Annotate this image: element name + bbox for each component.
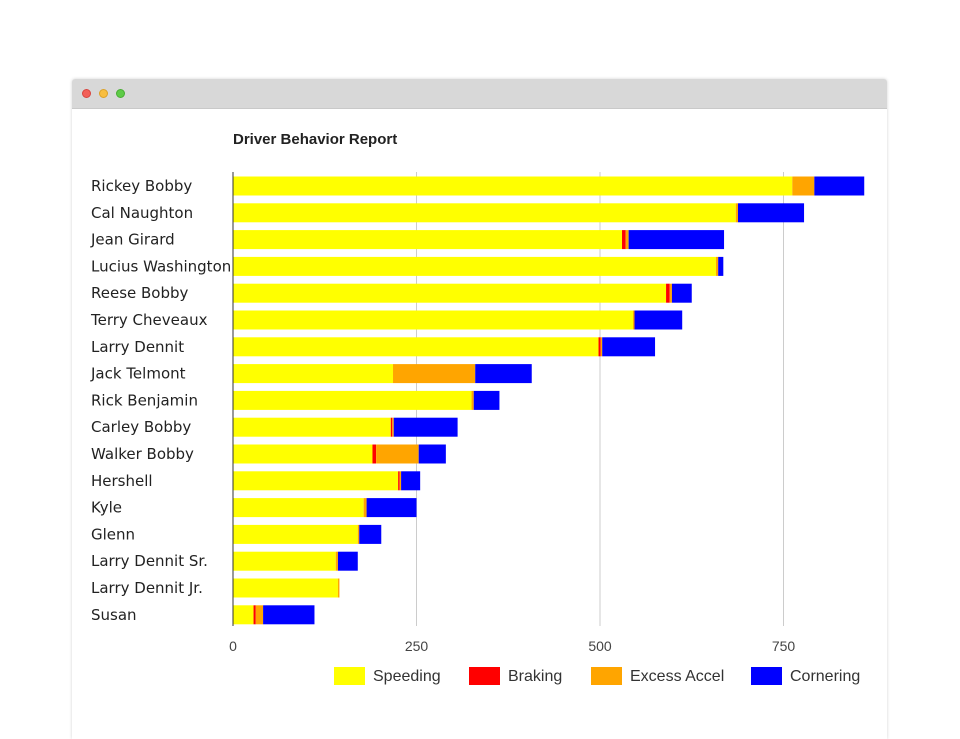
bar-segment [233, 578, 338, 598]
bar-segment [233, 524, 358, 544]
x-tick-label: 500 [588, 638, 612, 654]
x-axis-ticks: 0 250 500 750 [229, 638, 795, 654]
bar-segment [473, 390, 500, 410]
legend-swatch [751, 667, 782, 685]
bar-segment [393, 417, 458, 437]
bar-segment [625, 230, 629, 250]
bar-segment [233, 256, 716, 276]
row-label: Larry Dennit Sr. [91, 552, 208, 570]
legend: Speeding Braking Excess Accel Cornering [334, 667, 860, 685]
bar-segment [792, 176, 815, 196]
row-label: Rickey Bobby [91, 177, 192, 195]
legend-label: Excess Accel [630, 668, 724, 685]
row-label: Carley Bobby [91, 418, 191, 436]
bar-segment [418, 444, 446, 464]
bar-segment [669, 283, 672, 303]
bar-segment [337, 578, 340, 598]
row-label: Reese Bobby [91, 284, 189, 302]
bar-segment [233, 337, 599, 357]
bar-segment [737, 203, 805, 223]
bars [233, 176, 865, 625]
bar-segment [628, 230, 725, 250]
legend-swatch [469, 667, 500, 685]
row-label: Larry Dennit Jr. [91, 579, 203, 597]
bar-segment [233, 471, 399, 491]
bar-segment [233, 551, 336, 571]
bar-segment [602, 337, 656, 357]
bar-segment [471, 390, 474, 410]
bar-segment [233, 230, 623, 250]
bar-segment [376, 444, 419, 464]
bar-segment [392, 417, 394, 437]
bar-segment [233, 417, 391, 437]
bar-segment [233, 605, 254, 625]
legend-swatch [334, 667, 365, 685]
bar-segment [622, 230, 626, 250]
x-tick-label: 0 [229, 638, 237, 654]
bar-segment [633, 310, 635, 330]
bar-segment [666, 283, 670, 303]
chart-canvas: Driver Behavior Report Rickey Bobby Cal N… [90, 131, 865, 685]
bar-segment [398, 471, 400, 491]
bar-segment [393, 364, 476, 384]
bar-segment [357, 524, 360, 544]
bar-segment [399, 471, 402, 491]
legend-label: Speeding [373, 668, 441, 685]
legend-swatch [591, 667, 622, 685]
bar-segment [337, 551, 358, 571]
bar-segment [233, 283, 667, 303]
chart-title: Driver Behavior Report [233, 131, 397, 148]
bar-segment [233, 390, 472, 410]
bar-segment [366, 498, 417, 518]
bar-segment [814, 176, 865, 196]
bar-segment [735, 203, 738, 223]
row-label: Lucius Washington [91, 257, 231, 275]
row-label: Terry Cheveaux [90, 311, 208, 329]
bar-segment [233, 364, 394, 384]
bar-segment [335, 551, 338, 571]
row-labels: Rickey Bobby Cal Naughton Jean Girard Luciu… [90, 177, 231, 624]
bar-segment [233, 498, 364, 518]
bar-segment [390, 417, 393, 437]
bar-segment [718, 256, 724, 276]
bar-segment [372, 444, 377, 464]
row-label: Glenn [91, 525, 135, 543]
x-tick-label: 750 [772, 638, 796, 654]
row-label: Jean Girard [90, 231, 175, 249]
bar-segment [715, 256, 719, 276]
close-icon[interactable] [82, 89, 91, 98]
row-label: Hershell [91, 472, 153, 490]
bar-segment [671, 283, 692, 303]
bar-segment [401, 471, 421, 491]
row-label: Cal Naughton [91, 204, 193, 222]
bar-segment [255, 605, 264, 625]
bar-segment [233, 310, 634, 330]
row-label: Walker Bobby [91, 445, 194, 463]
bar-segment [263, 605, 315, 625]
window-titlebar [72, 79, 887, 109]
bar-segment [475, 364, 532, 384]
bar-segment [600, 337, 603, 357]
bar-segment [634, 310, 683, 330]
bar-segment [253, 605, 256, 625]
x-tick-label: 250 [405, 638, 429, 654]
chart-window: Driver Behavior Report Rickey Bobby Cal N… [72, 79, 887, 739]
bar-segment [363, 498, 367, 518]
bar-segment [233, 203, 736, 223]
minimize-icon[interactable] [99, 89, 108, 98]
legend-label: Cornering [790, 668, 860, 685]
legend-label: Braking [508, 668, 562, 685]
bar-segment [233, 444, 373, 464]
row-label: Larry Dennit [91, 338, 184, 356]
row-label: Jack Telmont [90, 365, 186, 383]
zoom-icon[interactable] [116, 89, 125, 98]
row-label: Rick Benjamin [91, 391, 198, 409]
bar-segment [359, 524, 382, 544]
row-label: Kyle [91, 499, 122, 517]
bar-segment [598, 337, 601, 357]
row-label: Susan [91, 606, 137, 624]
bar-segment [233, 176, 793, 196]
